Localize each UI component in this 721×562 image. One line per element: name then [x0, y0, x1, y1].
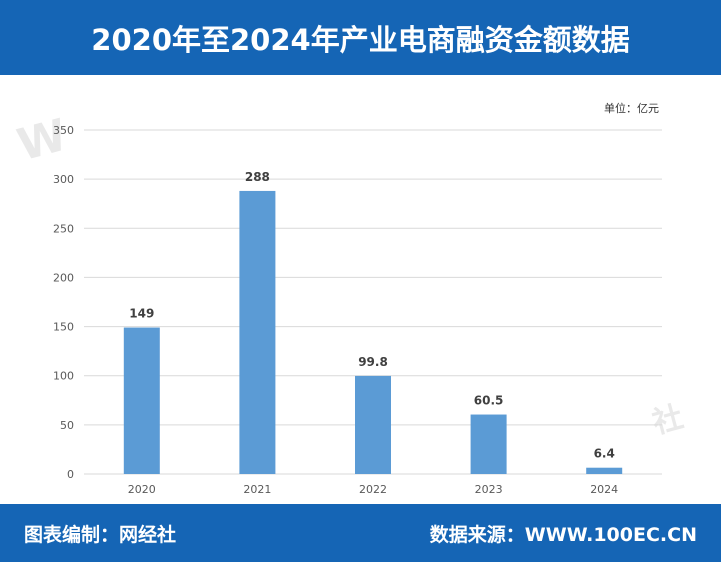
footer-source: 数据来源：WWW.100EC.CN: [429, 523, 697, 546]
y-tick-label: 350: [53, 124, 74, 137]
bar-chart: 0 50 100 150 200 250 300 350 149 2020 288 2021 99.8 2…: [53, 124, 662, 496]
y-tick-label: 0: [67, 468, 74, 481]
y-tick-label: 200: [53, 271, 74, 284]
data-label: 99.8: [358, 355, 388, 369]
page-title: 2020年至2024年产业电商融资金额数据: [91, 22, 630, 57]
bar-2022: [355, 375, 391, 474]
bar-2024: [586, 467, 623, 474]
x-tick-label: 2021: [243, 483, 271, 496]
data-label: 288: [245, 170, 270, 184]
bar-2023: [470, 414, 507, 474]
bar-2021: [239, 190, 276, 474]
data-label: 60.5: [474, 394, 504, 408]
bar-2020: [123, 327, 160, 474]
y-tick-label: 300: [53, 173, 74, 186]
footer-compiler: 图表编制：网经社: [24, 523, 177, 546]
x-tick-label: 2020: [128, 483, 156, 496]
x-tick-label: 2023: [475, 483, 503, 496]
y-tick-label: 50: [60, 419, 74, 432]
unit-label: 单位：亿元: [604, 102, 659, 115]
y-tick-label: 250: [53, 222, 74, 235]
footer-bar: 图表编制：网经社 数据来源：WWW.100EC.CN: [0, 504, 721, 562]
chart-container: W 社 单位：亿元 0 50 100 150 200 250 300 350 149 2020 28…: [0, 75, 721, 504]
x-tick-label: 2022: [359, 483, 387, 496]
x-tick-label: 2024: [590, 483, 618, 496]
page-title-bar: 2020年至2024年产业电商融资金额数据: [0, 0, 721, 75]
y-tick-label: 100: [53, 370, 74, 383]
data-label: 149: [129, 307, 154, 321]
y-tick-label: 150: [53, 321, 74, 334]
data-label: 6.4: [594, 447, 615, 461]
